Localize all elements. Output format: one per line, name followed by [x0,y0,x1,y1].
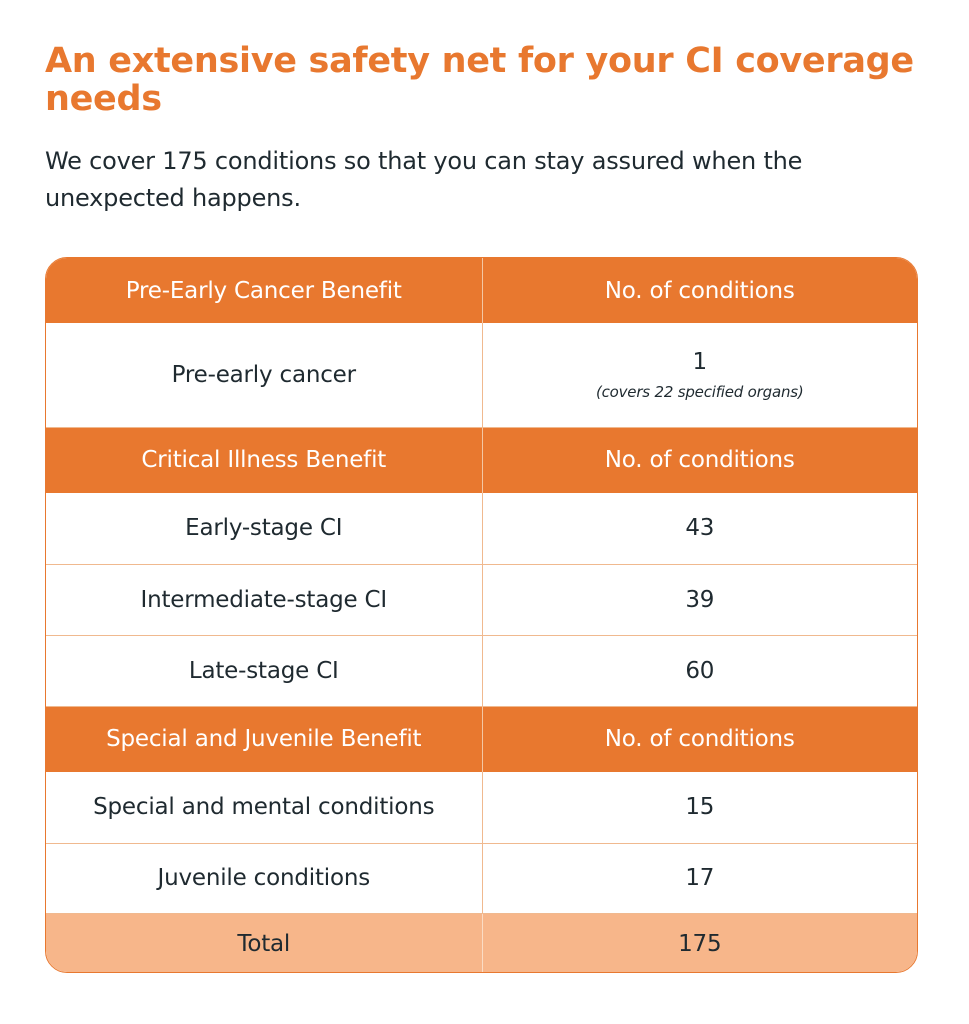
condition-count: 60 [481,635,917,707]
condition-count-cell: 1 (covers 22 specified organs) [481,323,917,428]
total-row: Total 175 [46,913,917,972]
count-column-header: No. of conditions [481,706,917,772]
coverage-table: Pre-Early Cancer Benefit No. of conditio… [45,257,918,973]
condition-label: Special and mental conditions [46,772,482,844]
total-label: Total [46,913,482,972]
section-title: Critical Illness Benefit [46,427,482,493]
condition-count: 43 [481,493,917,565]
condition-label: Intermediate-stage CI [46,564,482,636]
table-row: Late-stage CI 60 [46,635,917,707]
condition-count: 1 [692,348,708,375]
section-title: Special and Juvenile Benefit [46,706,482,772]
table-row: Pre-early cancer 1 (covers 22 specified … [46,323,917,428]
condition-count: 15 [481,772,917,844]
coverage-table-grid: Pre-Early Cancer Benefit No. of conditio… [46,258,917,972]
count-column-header: No. of conditions [481,427,917,493]
condition-count: 39 [481,564,917,636]
section-header-special-juvenile: Special and Juvenile Benefit No. of cond… [46,706,917,772]
page-subtitle: We cover 175 conditions so that you can … [45,147,803,212]
table-row: Juvenile conditions 17 [46,843,917,914]
count-column-header: No. of conditions [481,258,917,323]
section-header-pre-early: Pre-Early Cancer Benefit No. of conditio… [46,258,917,323]
section-header-critical-illness: Critical Illness Benefit No. of conditio… [46,427,917,493]
condition-note: (covers 22 specified organs) [595,382,804,401]
section-title: Pre-Early Cancer Benefit [46,258,482,323]
table-row: Intermediate-stage CI 39 [46,564,917,636]
condition-label: Early-stage CI [46,493,482,565]
condition-count: 17 [481,843,917,914]
condition-label: Juvenile conditions [46,843,482,914]
condition-label: Pre-early cancer [46,323,482,428]
table-row: Special and mental conditions 15 [46,772,917,844]
page-title: An extensive safety net for your CI cove… [45,41,914,119]
condition-label: Late-stage CI [46,635,482,707]
table-row: Early-stage CI 43 [46,493,917,565]
total-count: 175 [481,913,917,972]
